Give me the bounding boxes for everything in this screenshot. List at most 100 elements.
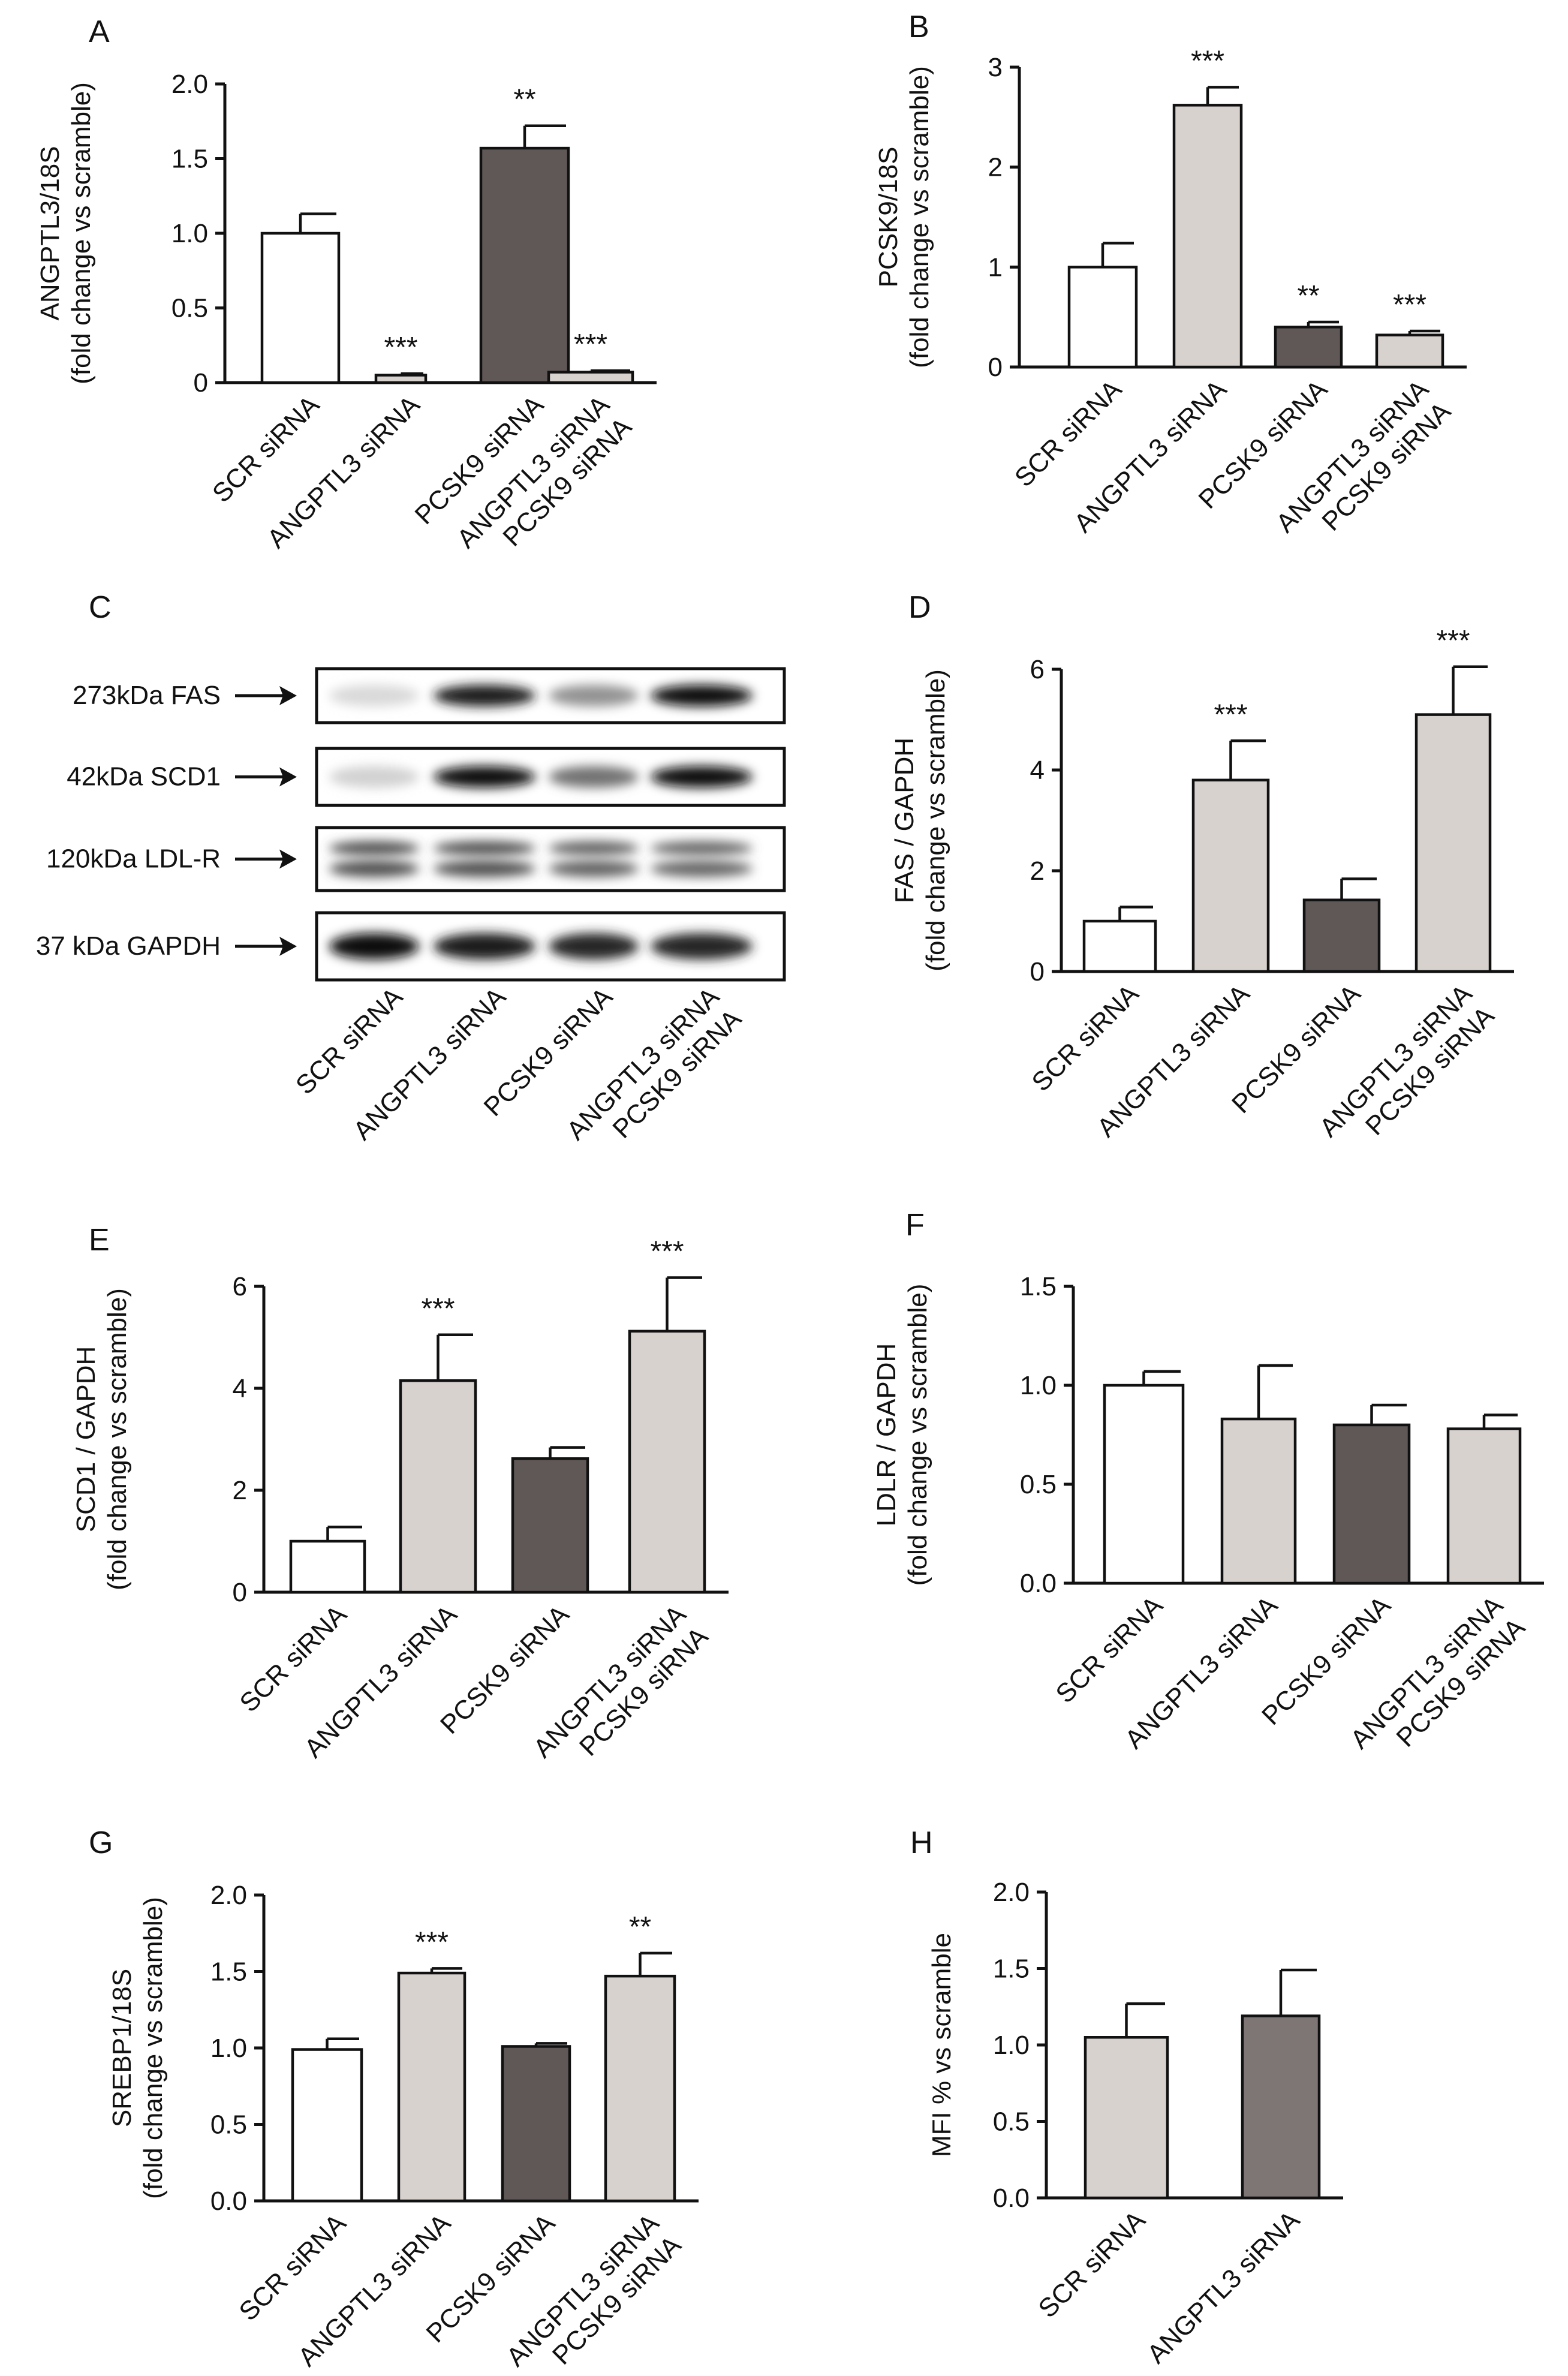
y-axis-label: (fold change vs scramble) xyxy=(67,82,96,384)
panel-d: D 0 2 4 6 FAS / GAPDH (fold change vs scramble… xyxy=(890,590,1514,1143)
bar xyxy=(1082,919,1157,973)
x-tick-label: SCR siRNA xyxy=(1026,979,1145,1097)
y-tick-label: 0.0 xyxy=(993,2183,1030,2213)
bar xyxy=(397,1971,467,2203)
bar xyxy=(1084,2036,1169,2200)
y-tick-label: 0 xyxy=(1030,957,1045,987)
significance-mark: *** xyxy=(1214,699,1247,730)
y-axis-label: (fold change vs scramble) xyxy=(103,1288,132,1590)
panel-h: H 0.0 0.5 1.0 1.5 2.0 MFI % vs scramble SCR siR… xyxy=(910,1825,1343,2369)
blot-band xyxy=(651,860,753,877)
y-tick-label: 6 xyxy=(233,1272,247,1301)
x-tick-label-line: SCR siRNA xyxy=(1026,979,1145,1097)
y-axis-label: (fold change vs scramble) xyxy=(905,66,934,368)
panel-label: B xyxy=(908,10,929,44)
blot-band xyxy=(651,766,753,788)
y-tick-label: 1.0 xyxy=(1020,1371,1057,1400)
x-tick-label: SCR siRNA xyxy=(1009,374,1128,493)
blot-band xyxy=(329,860,419,877)
bar xyxy=(1241,2014,1321,2200)
y-tick-label: 2 xyxy=(1030,856,1045,886)
y-axis-label: MFI % vs scramble xyxy=(927,1933,956,2157)
y-tick-label: 1.0 xyxy=(210,2034,247,2063)
y-axis-label: (fold change vs scramble) xyxy=(921,669,950,972)
bar xyxy=(628,1330,706,1594)
y-tick-label: 0 xyxy=(988,353,1003,382)
panel-label: E xyxy=(89,1223,110,1258)
y-tick-label: 0 xyxy=(233,1578,247,1607)
bar xyxy=(1302,898,1381,973)
blot-strip xyxy=(315,826,786,892)
significance-mark: ** xyxy=(629,1911,651,1943)
y-tick-label: 2 xyxy=(988,153,1003,182)
x-tick-label-line: SCR siRNA xyxy=(1050,1590,1169,1709)
blot-band xyxy=(651,685,753,706)
x-tick-label-line: ANGPTL3 siRNA xyxy=(1142,2205,1306,2369)
blot-band xyxy=(549,685,639,706)
blot-band xyxy=(434,860,535,877)
bar xyxy=(604,1974,676,2203)
y-tick-label: 1.0 xyxy=(171,219,208,248)
y-tick-label: 0.5 xyxy=(993,2107,1030,2137)
y-axis-label: (fold change vs scramble) xyxy=(139,1897,168,2199)
significance-mark: *** xyxy=(574,329,607,360)
bar xyxy=(291,2048,363,2203)
significance-mark: ** xyxy=(513,84,535,116)
y-tick-label: 2 xyxy=(233,1476,247,1505)
bar xyxy=(1274,326,1343,369)
blot-band xyxy=(434,933,535,960)
significance-mark: *** xyxy=(421,1293,455,1325)
bar xyxy=(479,146,570,384)
panel-label: F xyxy=(905,1208,925,1243)
x-tick-label: SCR siRNA xyxy=(1050,1590,1169,1709)
y-tick-label: 3 xyxy=(988,53,1003,82)
x-tick-label: SCR siRNA xyxy=(1033,2205,1151,2324)
blot-band xyxy=(549,860,639,877)
y-axis-label: LDLR / GAPDH xyxy=(872,1343,901,1527)
x-tick-label-line: SCR siRNA xyxy=(1009,374,1128,493)
blot-row-label: 120kDa LDL-R xyxy=(46,844,221,874)
y-tick-label: 0.5 xyxy=(1020,1470,1057,1499)
y-axis-label: SCD1 / GAPDH xyxy=(71,1346,101,1533)
bar xyxy=(1375,333,1444,369)
blot-band xyxy=(651,841,753,856)
blot-band xyxy=(329,766,419,788)
blot-band xyxy=(329,933,419,960)
panel-b: B 0 1 2 3 PCSK9/18S (fold change vs scramble) S… xyxy=(874,10,1467,539)
blot-band xyxy=(651,933,753,960)
bar xyxy=(511,1457,589,1594)
x-tick-label-line: SCR siRNA xyxy=(234,1599,353,1718)
blot-band xyxy=(549,766,639,788)
panel-a: A 0 0.5 1.0 1.5 2.0 ANGPTL3/18S (fold change vs… xyxy=(35,14,657,576)
bar xyxy=(1191,778,1270,973)
y-tick-label: 6 xyxy=(1030,655,1045,684)
y-tick-label: 2.0 xyxy=(171,70,208,99)
significance-mark: *** xyxy=(1393,289,1426,321)
bar xyxy=(289,1539,366,1594)
panel-g: G 0.0 0.5 1.0 1.5 2.0 SREBP1/18S (fold change v… xyxy=(89,1825,699,2372)
blot-row-label: 37 kDa GAPDH xyxy=(36,931,221,961)
bar xyxy=(1067,266,1138,369)
panel-e: E 0 2 4 6 SCD1 / GAPDH (fold change vs scrambl… xyxy=(71,1223,729,1764)
blot-band xyxy=(434,841,535,856)
panel-c: C 273kDa FAS 42kDa SCD1 120kDa LDL-R 37 kDa … xyxy=(36,590,786,1146)
y-tick-label: 1.5 xyxy=(993,1954,1030,1984)
arrow-icon-head xyxy=(279,686,297,705)
bar xyxy=(1332,1423,1411,1585)
significance-mark: *** xyxy=(384,332,417,363)
y-tick-label: 1.5 xyxy=(1020,1272,1057,1301)
panel-label: H xyxy=(910,1825,933,1860)
y-axis-label: ANGPTL3/18S xyxy=(35,146,65,320)
y-tick-label: 1.5 xyxy=(210,1957,247,1987)
x-tick-label: SCR siRNA xyxy=(234,1599,353,1718)
y-axis-label: FAS / GAPDH xyxy=(890,738,919,903)
blot-band xyxy=(549,841,639,856)
arrow-icon-head xyxy=(279,767,297,787)
y-tick-label: 0.5 xyxy=(171,294,208,323)
bar xyxy=(1414,713,1492,973)
bar xyxy=(1220,1417,1297,1585)
x-tick-label: ANGPTL3 siRNAPCSK9 siRNA xyxy=(452,390,637,576)
arrow-icon-head xyxy=(279,937,297,956)
panel-label: A xyxy=(89,14,110,49)
x-tick-label-line: SCR siRNA xyxy=(233,2208,352,2327)
